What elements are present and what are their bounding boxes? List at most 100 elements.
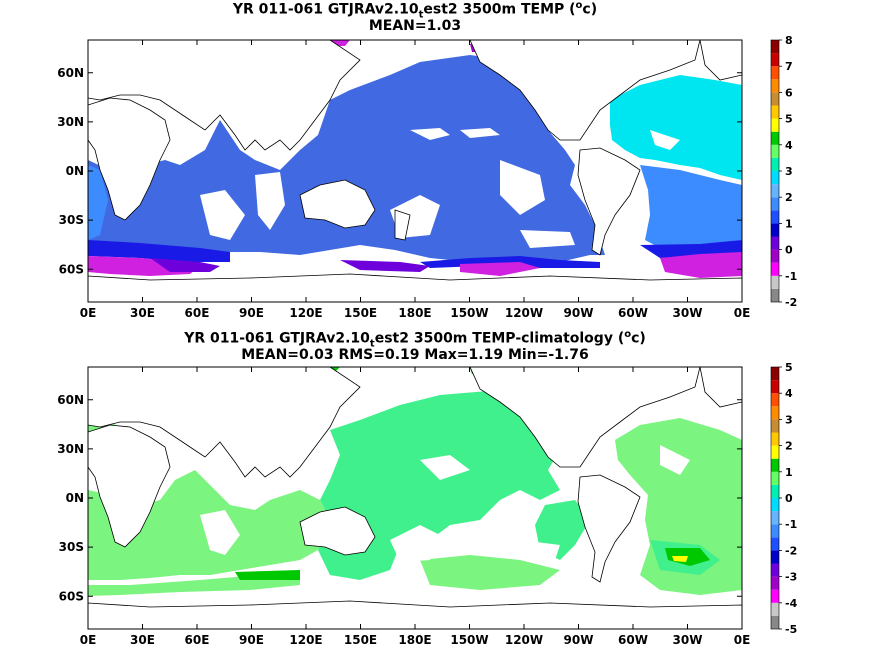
colorbar-label: 0 — [785, 244, 793, 257]
lon-label: 0E — [734, 633, 751, 647]
colorbar-segment — [771, 602, 779, 616]
lat-label: 30S — [59, 213, 84, 227]
lon-label: 0E — [734, 306, 751, 320]
panel1-map — [88, 40, 742, 302]
lon-label: 150W — [450, 306, 488, 320]
colorbar-segment — [771, 53, 779, 67]
panel1-title: YR 011-061 GTJRAv2.10test2 3500m TEMP (o… — [232, 0, 598, 21]
colorbar-segment — [771, 249, 779, 263]
lon-label: 90E — [239, 306, 264, 320]
colorbar-segment — [771, 471, 779, 485]
colorbar-segment — [771, 105, 779, 119]
colorbar-segment — [771, 288, 779, 302]
lon-label: 120E — [289, 633, 322, 647]
panel1-stats: MEAN=1.03 — [368, 18, 462, 34]
lon-label: 120W — [505, 306, 543, 320]
colorbar-segment — [771, 184, 779, 198]
colorbar-segment — [771, 367, 779, 381]
panel2-axes: 60N 30N 0N 30S 60S 0E 30E 60E 90E 120E 150E 180E 150… — [57, 367, 750, 647]
colorbar-label: 0 — [785, 492, 793, 505]
colorbar-segment — [771, 79, 779, 93]
colorbar-segment — [771, 484, 779, 498]
colorbar-segment — [771, 262, 779, 276]
panel2-atlantic-field — [615, 418, 742, 595]
lat-label: 60N — [57, 393, 84, 407]
panel2-stats: MEAN=0.03 RMS=0.19 Max=1.19 Min=-1.76 — [241, 347, 589, 363]
colorbar-segment — [771, 498, 779, 512]
colorbar-label: 2 — [785, 191, 793, 204]
lon-label: 90E — [239, 633, 264, 647]
colorbar-label: -1 — [785, 270, 797, 283]
panel2-land — [88, 367, 742, 629]
colorbar-segment — [771, 380, 779, 394]
lon-label: 120E — [289, 306, 322, 320]
lon-label: 120W — [505, 633, 543, 647]
lat-label: 30S — [59, 540, 84, 554]
lat-label: 30N — [57, 115, 84, 129]
colorbar-segment — [771, 92, 779, 106]
lon-label: 0E — [80, 306, 97, 320]
lon-label: 30W — [673, 306, 703, 320]
panel1-axes: 60N 30N 0N 30S 60S 0E 30E 60E 90E 120E 150E 180E 150… — [57, 40, 750, 320]
panel1-south-atlantic-field — [640, 165, 742, 248]
panel1-atlantic-field — [610, 75, 742, 180]
lon-label: 0E — [80, 633, 97, 647]
lon-label: 150E — [344, 633, 377, 647]
panel2-title: YR 011-061 GTJRAv2.10test2 3500m TEMP-cl… — [184, 329, 646, 350]
colorbar-segment — [771, 615, 779, 629]
panel1-colorbar: 8 7 6 5 4 3 2 1 0 -1 -2 — [770, 34, 797, 309]
panel2-map — [88, 367, 742, 629]
colorbar-segment — [771, 524, 779, 538]
colorbar-segment — [771, 458, 779, 472]
colorbar-segment — [771, 171, 779, 185]
colorbar-label: 5 — [785, 113, 793, 126]
lat-label: 60S — [59, 589, 84, 603]
colorbar-segment — [771, 432, 779, 446]
colorbar-label: 1 — [785, 466, 793, 479]
lon-label: 60E — [185, 633, 210, 647]
panel2-colorbar: 5 4 3 2 1 0 -1 -2 -3 -4 -5 — [770, 361, 798, 636]
colorbar-label: 4 — [785, 387, 793, 400]
colorbar-segment — [771, 393, 779, 407]
lon-label: 150E — [344, 306, 377, 320]
lon-label: 90W — [564, 633, 594, 647]
colorbar-label: 4 — [785, 139, 793, 152]
colorbar-label: 3 — [785, 413, 793, 426]
colorbar-label: 5 — [785, 361, 793, 374]
colorbar-segment — [771, 40, 779, 54]
colorbar-label: -2 — [785, 296, 797, 309]
lon-label: 60W — [618, 306, 648, 320]
colorbar-segment — [771, 210, 779, 224]
colorbar-segment — [771, 223, 779, 237]
colorbar-label: 1 — [785, 217, 793, 230]
colorbar-segment — [771, 550, 779, 564]
colorbar-label: -4 — [785, 597, 798, 610]
lat-label: 0N — [66, 491, 84, 505]
lon-label: 30E — [130, 633, 155, 647]
colorbar-segment — [771, 563, 779, 577]
colorbar-label: 3 — [785, 165, 793, 178]
colorbar-segment — [771, 144, 779, 158]
colorbar-label: -5 — [785, 623, 797, 636]
colorbar-segment — [771, 275, 779, 289]
colorbar-segment — [771, 576, 779, 590]
colorbar-segment — [771, 66, 779, 80]
lat-label: 0N — [66, 164, 84, 178]
colorbar-label: -1 — [785, 518, 797, 531]
lon-label: 180E — [398, 633, 431, 647]
colorbar-segment — [771, 537, 779, 551]
lat-label: 30N — [57, 442, 84, 456]
colorbar-label: -2 — [785, 544, 797, 557]
colorbar-segment — [771, 131, 779, 145]
lon-label: 90W — [564, 306, 594, 320]
colorbar-label: -3 — [785, 571, 797, 584]
lon-label: 30E — [130, 306, 155, 320]
panel2-pacific-field — [318, 390, 575, 580]
lon-label: 60W — [618, 633, 648, 647]
lon-label: 180E — [398, 306, 431, 320]
lat-label: 60S — [59, 262, 84, 276]
colorbar-label: 2 — [785, 440, 793, 453]
colorbar-label: 7 — [785, 60, 793, 73]
panel1-land — [88, 40, 742, 302]
